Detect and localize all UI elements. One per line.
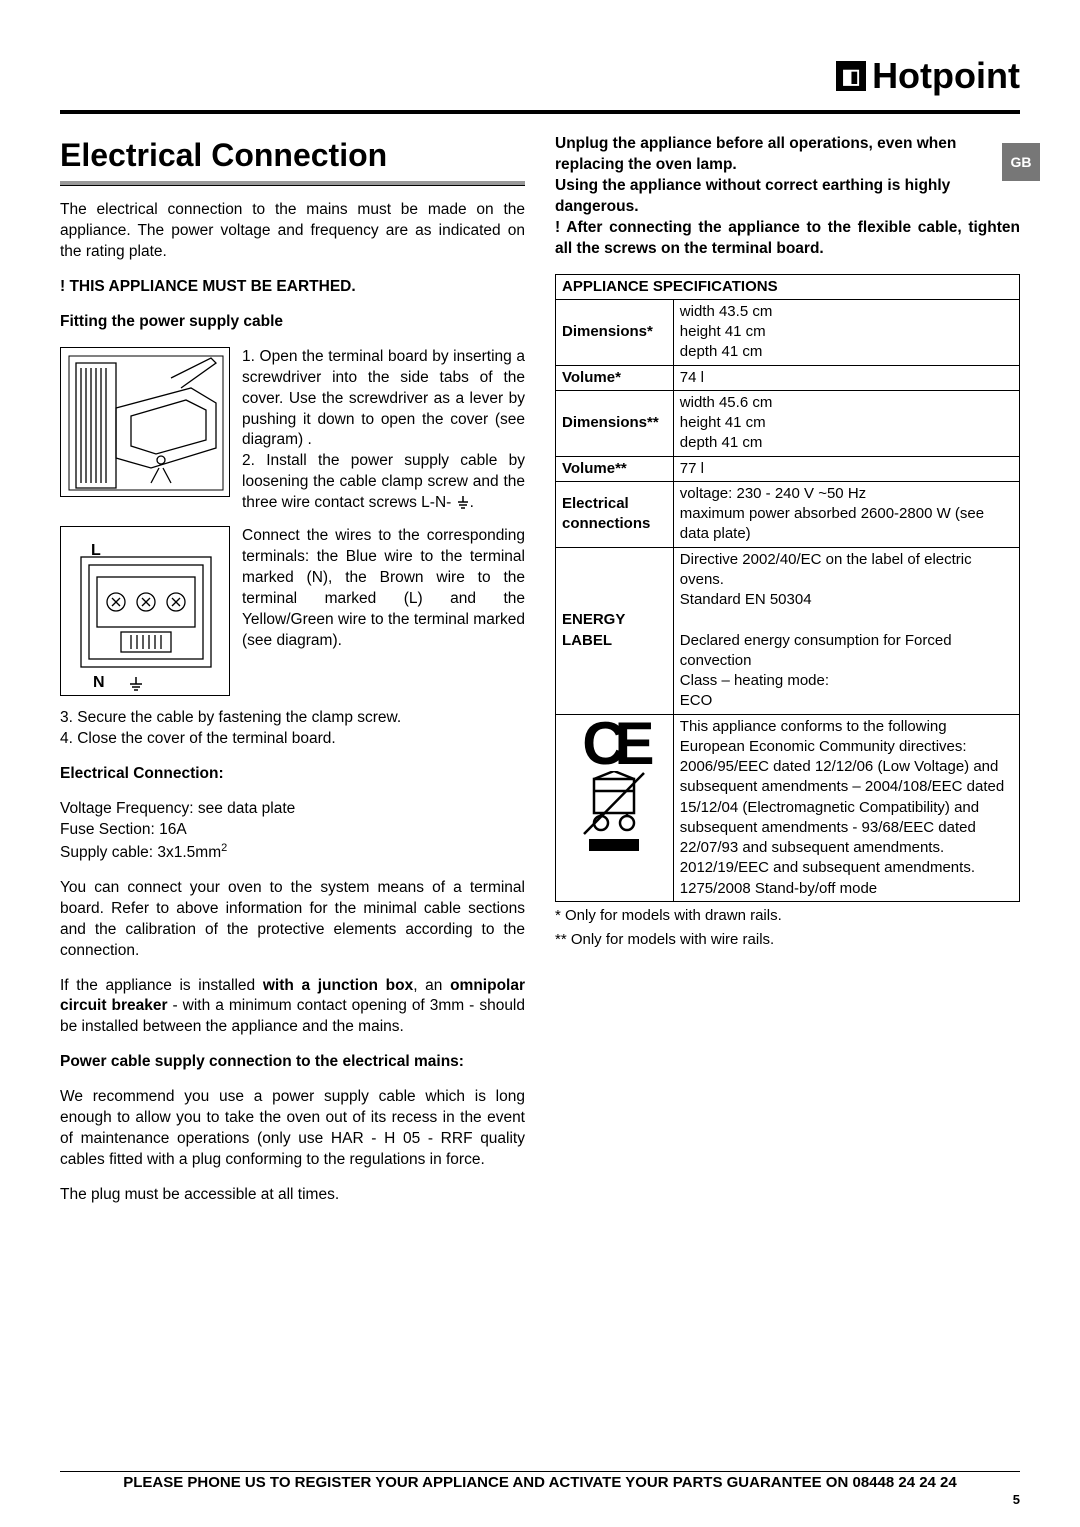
title-underline <box>60 181 525 186</box>
ce-mark-icon: C E <box>562 717 667 771</box>
fuse-section: Fuse Section: 16A <box>60 820 525 841</box>
diagram-terminal-cover <box>60 347 230 497</box>
step1: 1. Open the terminal board by inserting … <box>242 348 525 449</box>
ec-heading: Electrical Connection: <box>60 764 525 785</box>
voltage-freq: Voltage Frequency: see data plate <box>60 799 525 820</box>
step1-text: 1. Open the terminal board by inserting … <box>242 347 525 514</box>
page-title: Electrical Connection <box>60 134 525 177</box>
content-columns: Electrical Connection The electrical con… <box>60 134 1020 1220</box>
step3: 3. Secure the cable by fastening the cla… <box>60 708 525 729</box>
brand-icon: ◧ <box>836 61 866 91</box>
brand-text: Hotpoint <box>872 55 1020 97</box>
fitting-heading: Fitting the power supply cable <box>60 312 525 333</box>
footer-text: PLEASE PHONE US TO REGISTER YOUR APPLIAN… <box>60 1474 1020 1491</box>
diagram-terminal-wiring: L N <box>60 526 230 696</box>
supply-cable: Supply cable: 3x1.5mm2 <box>60 841 525 864</box>
dim1-val: width 43.5 cm height 41 cm depth 41 cm <box>673 299 1019 365</box>
footnote-2: ** Only for models with wire rails. <box>555 930 1020 950</box>
dim1-label: Dimensions* <box>556 299 674 365</box>
ce-cell: C E <box>556 714 674 901</box>
spec-table: APPLIANCE SPECIFICATIONS Dimensions* wid… <box>555 274 1020 902</box>
warn-screws: ! After connecting the appliance to the … <box>555 218 1020 260</box>
junction-para: If the appliance is installed with a jun… <box>60 976 525 1039</box>
figure-row-1: 1. Open the terminal board by inserting … <box>60 347 525 514</box>
step4: 4. Close the cover of the terminal board… <box>60 729 525 750</box>
top-rule <box>60 110 1020 114</box>
warn-unplug: Unplug the appliance before all operatio… <box>555 134 1020 176</box>
vol1-val: 74 l <box>673 365 1019 390</box>
right-column: Unplug the appliance before all operatio… <box>555 134 1020 1220</box>
energy-label: ENERGY LABEL <box>556 547 674 714</box>
step2b-text: Connect the wires to the corresponding t… <box>242 526 525 696</box>
dim2-label: Dimensions** <box>556 390 674 456</box>
svg-text:L: L <box>91 542 101 559</box>
vol1-label: Volume* <box>556 365 674 390</box>
elec-label: Electrical connections <box>556 481 674 547</box>
earth-warning: ! THIS APPLIANCE MUST BE EARTHED. <box>60 277 525 298</box>
footer: PLEASE PHONE US TO REGISTER YOUR APPLIAN… <box>60 1471 1020 1491</box>
left-column: Electrical Connection The electrical con… <box>60 134 525 1220</box>
figure-row-2: L N Connect the wires to the correspondi… <box>60 526 525 696</box>
power-heading: Power cable supply connection to the ele… <box>60 1052 525 1073</box>
connect-para: You can connect your oven to the system … <box>60 878 525 962</box>
vol2-val: 77 l <box>673 456 1019 481</box>
ce-val: This appliance conforms to the following… <box>673 714 1019 901</box>
power-para: We recommend you use a power supply cabl… <box>60 1087 525 1171</box>
brand-logo: ◧ Hotpoint <box>836 55 1020 97</box>
country-badge: GB <box>1002 143 1040 181</box>
weee-icon <box>579 771 649 861</box>
page-number: 5 <box>1013 1492 1020 1507</box>
plug-note: The plug must be accessible at all times… <box>60 1185 525 1206</box>
svg-text:N: N <box>93 674 105 691</box>
elec-val: voltage: 230 - 240 V ~50 Hz maximum powe… <box>673 481 1019 547</box>
vol2-label: Volume** <box>556 456 674 481</box>
energy-val: Directive 2002/40/EC on the label of ele… <box>673 547 1019 714</box>
footnote-1: * Only for models with drawn rails. <box>555 906 1020 926</box>
step2a: 2. Install the power supply cable by loo… <box>242 452 525 511</box>
intro-para: The electrical connection to the mains m… <box>60 200 525 263</box>
spec-title: APPLIANCE SPECIFICATIONS <box>556 274 1020 299</box>
warn-earth: Using the appliance without correct eart… <box>555 176 1020 218</box>
dim2-val: width 45.6 cm height 41 cm depth 41 cm <box>673 390 1019 456</box>
